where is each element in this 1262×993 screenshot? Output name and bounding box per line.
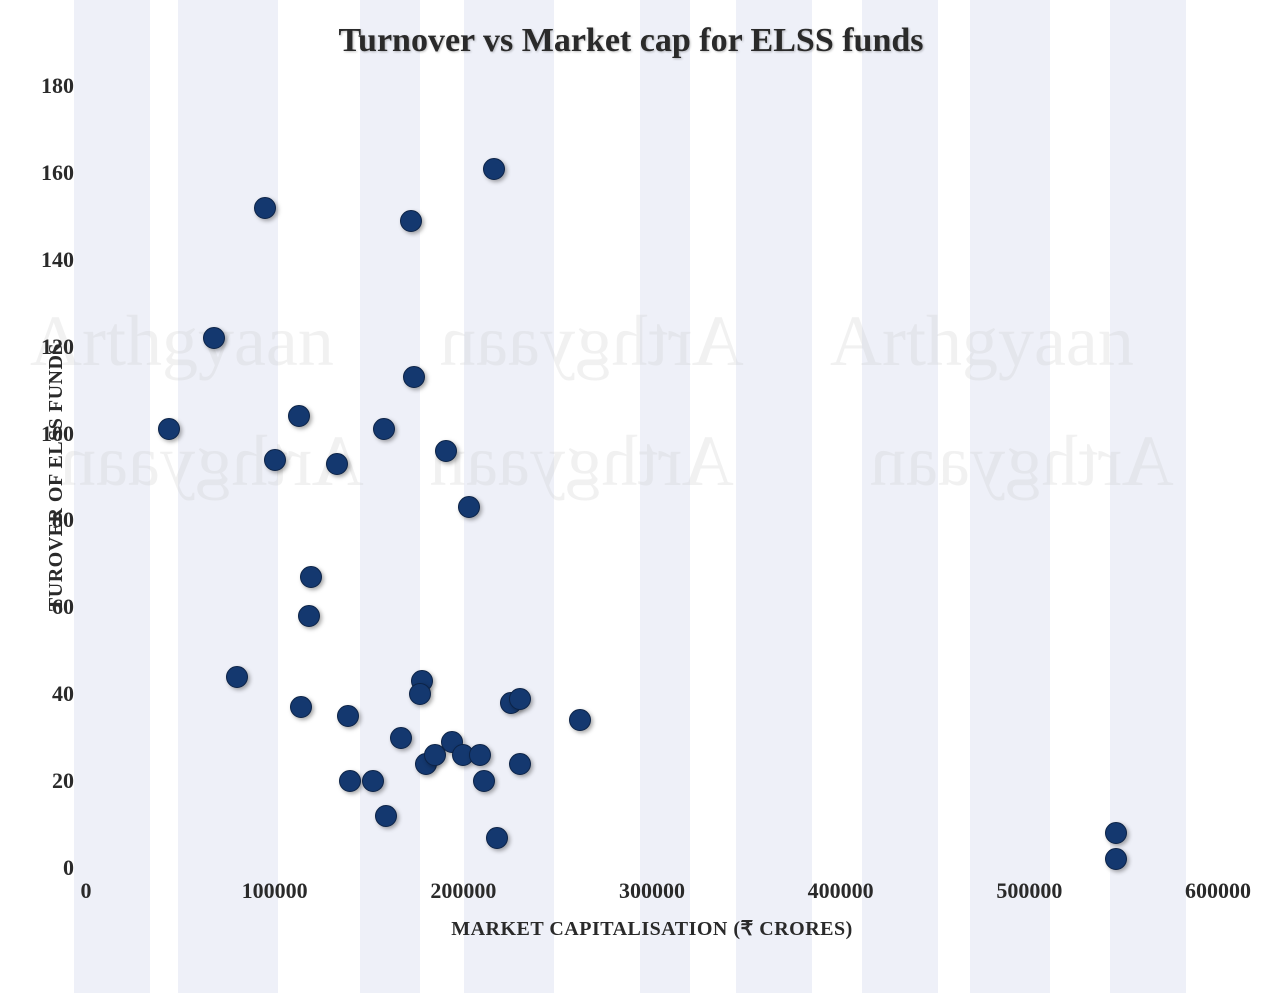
scatter-point: [373, 418, 395, 440]
scatter-point: [337, 705, 359, 727]
scatter-point: [288, 405, 310, 427]
y-tick-label: 160: [41, 160, 74, 186]
scatter-point: [290, 696, 312, 718]
scatter-point: [264, 449, 286, 471]
scatter-point: [362, 770, 384, 792]
y-tick-label: 40: [52, 681, 74, 707]
x-tick-label: 0: [81, 878, 92, 904]
y-tick-label: 100: [41, 421, 74, 447]
scatter-point: [298, 605, 320, 627]
scatter-point: [473, 770, 495, 792]
scatter-point: [409, 683, 431, 705]
scatter-point: [300, 566, 322, 588]
scatter-point: [339, 770, 361, 792]
y-tick-label: 80: [52, 507, 74, 533]
scatter-point: [458, 496, 480, 518]
scatter-point: [226, 666, 248, 688]
scatter-point: [254, 197, 276, 219]
scatter-point: [435, 440, 457, 462]
scatter-point: [569, 709, 591, 731]
y-tick-label: 20: [52, 768, 74, 794]
scatter-point: [486, 827, 508, 849]
scatter-point: [1105, 848, 1127, 870]
scatter-point: [483, 158, 505, 180]
scatter-point: [469, 744, 491, 766]
y-axis-label: TUROVER OF ELSS FUNDS: [45, 327, 68, 627]
x-tick-label: 100000: [242, 878, 308, 904]
scatter-point: [158, 418, 180, 440]
x-tick-label: 400000: [808, 878, 874, 904]
x-tick-label: 200000: [430, 878, 496, 904]
scatter-point: [375, 805, 397, 827]
y-tick-label: 140: [41, 247, 74, 273]
scatter-point: [509, 753, 531, 775]
scatter-point: [203, 327, 225, 349]
chart-title: Turnover vs Market cap for ELSS funds: [0, 22, 1262, 60]
scatter-point: [400, 210, 422, 232]
scatter-point: [509, 688, 531, 710]
y-tick-label: 120: [41, 334, 74, 360]
scatter-point: [1105, 822, 1127, 844]
chart-stage: ArthgyaanArthgyaanArthgyaanArthgyaanArth…: [0, 0, 1262, 993]
x-tick-label: 300000: [619, 878, 685, 904]
x-tick-label: 500000: [996, 878, 1062, 904]
scatter-point: [390, 727, 412, 749]
y-tick-label: 0: [63, 855, 74, 881]
x-axis-label: MARKET CAPITALISATION (₹ CRORES): [451, 916, 853, 941]
x-tick-label: 600000: [1185, 878, 1251, 904]
y-tick-label: 60: [52, 594, 74, 620]
scatter-point: [403, 366, 425, 388]
scatter-point: [326, 453, 348, 475]
y-tick-label: 180: [41, 73, 74, 99]
